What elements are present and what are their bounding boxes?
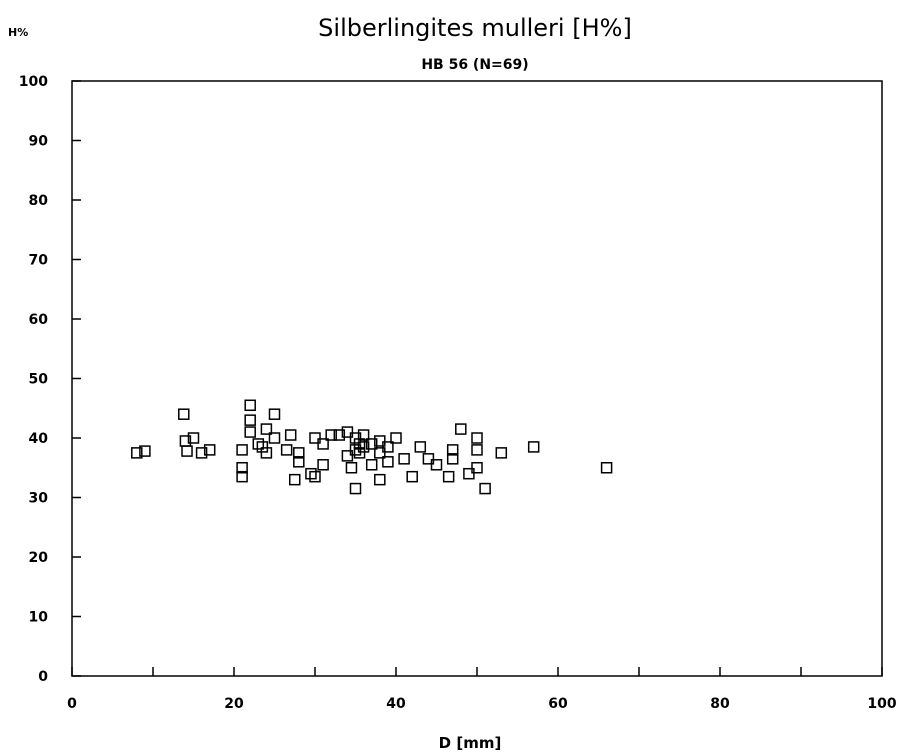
x-axis-label: D [mm] xyxy=(439,734,502,752)
data-point xyxy=(305,467,317,480)
data-point xyxy=(341,426,354,438)
data-point xyxy=(374,435,386,447)
y-tick-label: 70 xyxy=(29,253,49,269)
data-point xyxy=(442,470,455,483)
data-point xyxy=(244,426,256,438)
data-point xyxy=(256,441,269,453)
data-point xyxy=(345,462,358,474)
plot-area xyxy=(71,80,883,677)
x-tick-label: 20 xyxy=(224,696,244,712)
data-point xyxy=(422,453,435,465)
data-point xyxy=(446,444,459,456)
data-point xyxy=(365,459,378,471)
data-point xyxy=(382,456,394,468)
y-tick-label: 40 xyxy=(29,431,49,447)
y-tick-label: 30 xyxy=(29,491,49,507)
data-point xyxy=(349,432,362,444)
y-tick-label: 60 xyxy=(29,312,49,328)
x-tick-label: 40 xyxy=(386,696,406,712)
data-point xyxy=(390,432,402,444)
data-point xyxy=(260,447,273,459)
x-tick-label: 100 xyxy=(867,696,896,712)
data-point xyxy=(349,482,362,495)
x-tick-label: 60 xyxy=(548,696,568,712)
data-point xyxy=(293,447,305,459)
data-point xyxy=(430,459,443,471)
data-point xyxy=(357,429,370,441)
data-point xyxy=(280,444,293,456)
data-point xyxy=(382,441,394,453)
data-points xyxy=(131,399,613,495)
data-point xyxy=(260,423,273,435)
data-point xyxy=(349,444,362,456)
data-point xyxy=(244,399,256,412)
data-point xyxy=(236,470,248,483)
data-point xyxy=(317,459,329,471)
y-axis-label: H% xyxy=(8,26,28,39)
data-point xyxy=(353,438,366,450)
data-point xyxy=(414,441,427,453)
data-point xyxy=(268,408,281,420)
data-point xyxy=(374,447,386,459)
data-point xyxy=(244,414,256,426)
data-point xyxy=(333,429,346,441)
data-point xyxy=(187,432,200,444)
y-tick-label: 80 xyxy=(29,193,49,209)
x-axis: 0 20 40 60 80 100 xyxy=(67,667,897,712)
data-point xyxy=(289,473,301,486)
data-point xyxy=(341,450,354,462)
data-point xyxy=(455,423,467,435)
data-point xyxy=(236,444,248,456)
data-point xyxy=(446,453,459,465)
data-point xyxy=(600,462,613,474)
chart-subtitle: HB 56 (N=69) xyxy=(421,57,528,73)
data-point xyxy=(471,432,483,444)
data-point xyxy=(178,408,190,420)
data-point xyxy=(268,432,281,444)
data-point xyxy=(317,438,329,450)
data-point xyxy=(139,445,151,457)
data-point xyxy=(365,438,378,450)
data-point xyxy=(203,444,216,456)
data-point xyxy=(284,429,297,441)
data-point xyxy=(406,470,418,483)
data-point xyxy=(471,462,483,474)
data-point xyxy=(479,482,491,495)
y-axis: 0 10 20 30 40 50 60 70 80 90 100 xyxy=(19,74,81,685)
data-point xyxy=(195,447,208,459)
data-point xyxy=(398,453,410,465)
data-point xyxy=(131,447,143,459)
y-tick-label: 90 xyxy=(29,134,49,150)
data-point xyxy=(463,467,475,480)
y-tick-label: 50 xyxy=(29,372,49,388)
y-tick-label: 20 xyxy=(29,550,49,566)
data-point xyxy=(252,438,265,450)
data-point xyxy=(236,462,248,474)
data-point xyxy=(374,473,386,486)
chart-title: Silberlingites mulleri [H%] xyxy=(318,14,632,42)
x-tick-label: 0 xyxy=(67,696,77,712)
data-point xyxy=(495,447,508,459)
data-point xyxy=(357,441,370,453)
data-point xyxy=(181,445,193,457)
data-point xyxy=(293,456,305,468)
y-tick-label: 100 xyxy=(19,74,48,90)
data-point xyxy=(325,429,337,441)
data-point xyxy=(527,441,540,453)
y-tick-label: 0 xyxy=(38,669,48,685)
data-point xyxy=(353,447,366,459)
data-point xyxy=(471,444,483,456)
data-point xyxy=(309,470,321,483)
y-tick-label: 10 xyxy=(29,610,49,626)
x-tick-label: 80 xyxy=(710,696,730,712)
data-point xyxy=(309,432,321,444)
